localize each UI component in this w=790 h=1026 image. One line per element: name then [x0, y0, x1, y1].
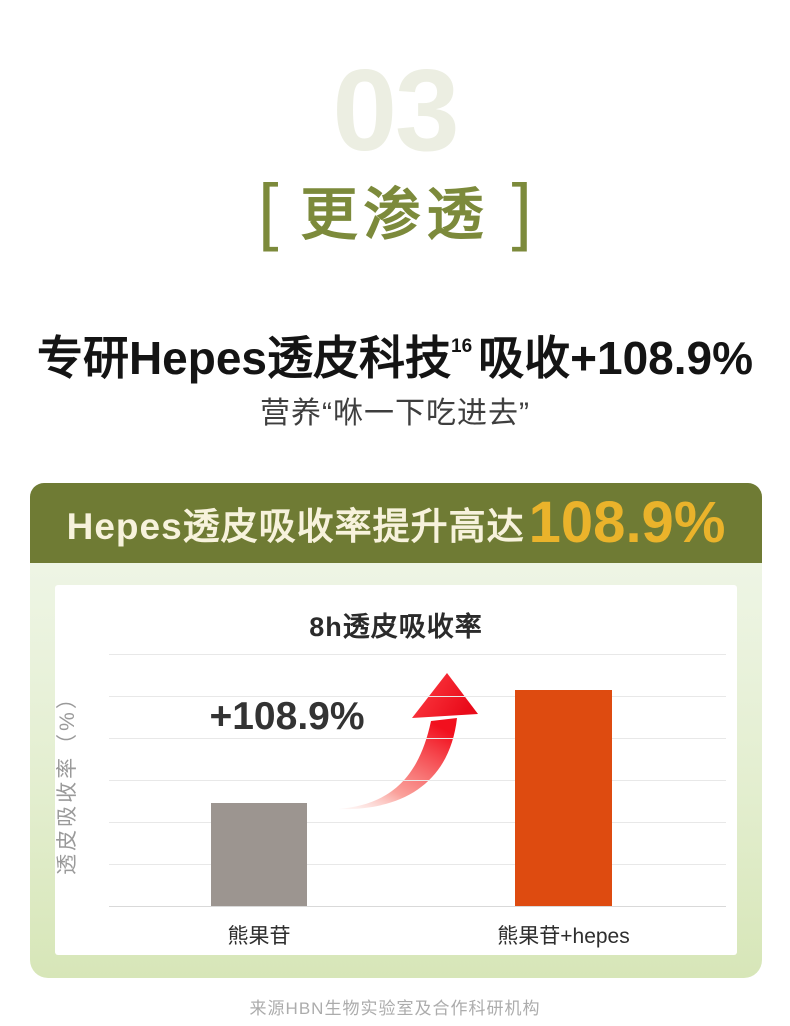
section-title-text: 更渗透	[300, 182, 490, 247]
growth-arrow-icon	[338, 673, 478, 810]
chart-panel: 8h透皮吸收率 透皮吸收率（%） +108.9%	[30, 563, 762, 978]
main-headline: 专研Hepes透皮科技16 吸收+108.9%	[0, 322, 790, 388]
headline-part2: 吸收+108.9%	[478, 332, 754, 384]
gridline	[109, 696, 726, 697]
bar-category-label: 熊果苷+hepes	[497, 925, 630, 948]
source-attribution: 来源HBN生物实验室及合作科研机构	[249, 999, 541, 1018]
gridline	[109, 654, 726, 655]
bar-category-label: 熊果苷	[227, 925, 291, 948]
highlight-banner: Hepes透皮吸收率提升高达 108.9%	[30, 483, 762, 563]
headline-part1: 专研Hepes透皮科技	[36, 332, 452, 384]
right-bracket-decoration: ]	[511, 169, 533, 252]
headline-footnote-sup: 16	[451, 336, 473, 357]
sub-headline: 营养“咻一下吃进去”	[260, 397, 530, 430]
increase-annotation: +108.9%	[209, 695, 365, 738]
section-title: [ 更渗透 ]	[0, 174, 790, 252]
chart-card: 8h透皮吸收率 透皮吸收率（%） +108.9%	[55, 585, 737, 955]
bar-chart-plot-area: +108.9%	[109, 654, 726, 948]
banner-text: Hepes透皮吸收率提升高达	[66, 506, 525, 547]
x-axis-line	[109, 906, 726, 907]
banner-highlight-value: 108.9%	[528, 490, 726, 555]
left-bracket-decoration: [	[257, 169, 279, 252]
chart-title: 8h透皮吸收率	[309, 612, 483, 642]
bar-熊果苷+hepes	[515, 690, 612, 906]
section-number: 03	[332, 45, 459, 175]
y-axis-label: 透皮吸收率（%）	[56, 685, 79, 875]
bar-熊果苷	[211, 803, 307, 906]
gridline	[109, 780, 726, 781]
gridline	[109, 864, 726, 865]
gridline	[109, 738, 726, 739]
gridline	[109, 822, 726, 823]
